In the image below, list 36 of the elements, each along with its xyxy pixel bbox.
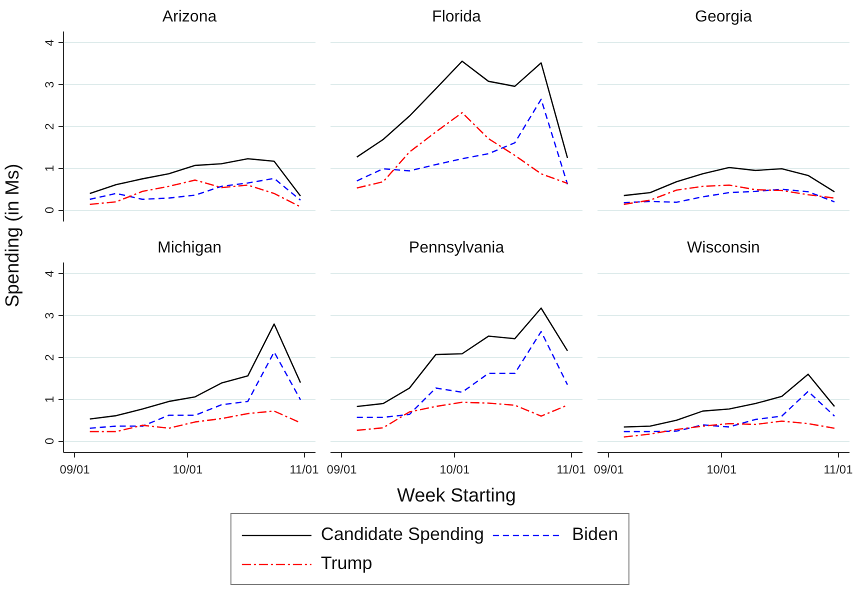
x-tick-label: 10/01 bbox=[706, 462, 737, 476]
y-tick-label: 4 bbox=[42, 270, 56, 278]
line-series bbox=[89, 178, 302, 201]
chart-title: Pennsylvania bbox=[408, 240, 504, 256]
y-tick-label: 0 bbox=[42, 206, 56, 214]
legend-label: Biden bbox=[572, 524, 618, 545]
y-axis-title: Spending (in Ms) bbox=[2, 164, 24, 308]
chart-title: Arizona bbox=[162, 8, 217, 26]
y-tick-label: 1 bbox=[42, 396, 56, 403]
x-tick-label: 09/01 bbox=[60, 462, 90, 476]
x-axis-title: Week Starting bbox=[397, 486, 516, 506]
legend-label: Candidate Spending bbox=[320, 524, 484, 545]
y-tick-label: 2 bbox=[42, 354, 56, 361]
line-series bbox=[89, 158, 302, 197]
x-tick-label: 10/01 bbox=[172, 462, 203, 476]
x-tick-label: 09/01 bbox=[594, 462, 624, 476]
y-tick-label: 0 bbox=[42, 438, 56, 445]
legend-label: Trump bbox=[320, 553, 372, 574]
chart-title: Wisconsin bbox=[687, 240, 760, 256]
y-tick-label: 3 bbox=[42, 80, 56, 88]
y-tick-label: 3 bbox=[42, 312, 56, 319]
line-series bbox=[89, 351, 302, 429]
x-tick-label: 11/01 bbox=[824, 462, 854, 476]
chart-title: Michigan bbox=[157, 240, 222, 256]
x-tick-label: 11/01 bbox=[290, 462, 320, 476]
x-tick-label: 09/01 bbox=[326, 462, 358, 476]
chart-title: Georgia bbox=[695, 8, 752, 26]
line-series bbox=[89, 323, 302, 420]
y-tick-label: 4 bbox=[42, 39, 56, 46]
chart-title: Florida bbox=[432, 8, 482, 26]
y-tick-label: 2 bbox=[42, 122, 56, 130]
x-tick-label: 11/01 bbox=[556, 462, 586, 476]
x-tick-label: 10/01 bbox=[440, 462, 470, 476]
line-series bbox=[89, 410, 302, 432]
y-tick-label: 1 bbox=[42, 164, 56, 172]
line-series bbox=[89, 179, 302, 208]
